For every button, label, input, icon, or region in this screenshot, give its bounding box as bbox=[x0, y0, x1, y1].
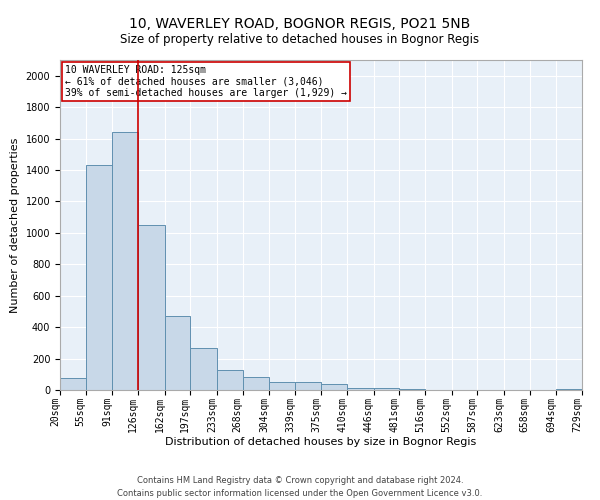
Bar bbox=[112, 132, 138, 390]
Bar bbox=[322, 384, 347, 390]
Bar bbox=[242, 378, 269, 390]
Bar bbox=[60, 378, 86, 390]
Bar bbox=[374, 388, 400, 390]
Bar bbox=[269, 382, 295, 390]
Bar bbox=[138, 225, 164, 390]
X-axis label: Distribution of detached houses by size in Bognor Regis: Distribution of detached houses by size … bbox=[166, 437, 476, 447]
Text: 10, WAVERLEY ROAD, BOGNOR REGIS, PO21 5NB: 10, WAVERLEY ROAD, BOGNOR REGIS, PO21 5N… bbox=[130, 18, 470, 32]
Bar bbox=[190, 348, 217, 390]
Bar bbox=[400, 388, 425, 390]
Text: 10 WAVERLEY ROAD: 125sqm
← 61% of detached houses are smaller (3,046)
39% of sem: 10 WAVERLEY ROAD: 125sqm ← 61% of detach… bbox=[65, 65, 347, 98]
Bar bbox=[86, 166, 112, 390]
Bar bbox=[295, 382, 322, 390]
Bar bbox=[217, 370, 242, 390]
Y-axis label: Number of detached properties: Number of detached properties bbox=[10, 138, 20, 312]
Bar bbox=[556, 389, 582, 390]
Text: Contains HM Land Registry data © Crown copyright and database right 2024.
Contai: Contains HM Land Registry data © Crown c… bbox=[118, 476, 482, 498]
Text: Size of property relative to detached houses in Bognor Regis: Size of property relative to detached ho… bbox=[121, 32, 479, 46]
Bar bbox=[164, 316, 190, 390]
Bar bbox=[347, 388, 374, 390]
